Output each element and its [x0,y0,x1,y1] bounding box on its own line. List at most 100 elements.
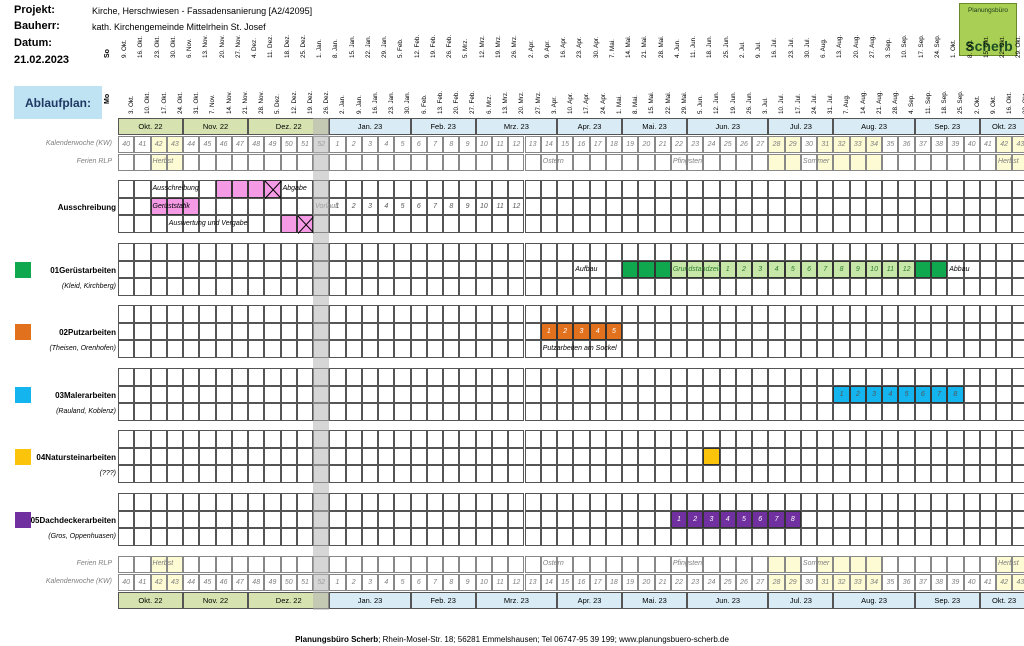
kw-cell: 45 [199,136,216,153]
grid-cell [784,180,801,198]
grid-cell [996,260,1013,278]
grid-cell [231,510,249,528]
grid-cell [589,243,606,261]
grid-cell [963,493,980,511]
monday-date: 3. Apr. [550,96,558,114]
bar-cell [589,322,606,340]
grid-cell [296,305,314,323]
kw-cell: 15 [557,136,574,153]
section-annotation: Grundstandzeit [672,265,721,273]
grid-cell [540,403,557,421]
grid-cell [394,493,411,511]
grid-cell [508,403,525,421]
grid-cell [849,340,866,358]
grid-cell [898,510,915,528]
sunday-date: 20. Aug. [852,34,860,58]
grid-cell [394,278,411,296]
grid-cell [361,368,379,386]
grid-cell [296,260,314,278]
grid-cell [947,340,964,358]
grid-cell [248,260,265,278]
kw-number: 26 [740,141,748,148]
grid-cell [687,465,704,483]
kw-number: 4 [384,579,389,586]
sunday-date: 28. Mai. [657,35,665,58]
grid-cell [638,385,655,403]
sunday-date: 15. Okt. [982,35,990,58]
grid-cell [996,322,1013,340]
sunday-date: 23. Jul. [787,37,795,58]
phase-number: 12 [512,202,521,210]
kw-number: 14 [544,579,553,586]
grid-cell [459,510,476,528]
grid-cell [410,197,427,215]
phase-number: 2 [693,515,698,523]
grid-cell [394,215,411,233]
grid-cell [231,528,249,546]
grid-cell [215,528,232,546]
grid-cell [784,278,801,296]
grid-cell [914,368,931,386]
grid-cell [622,215,639,233]
bar-cell [849,385,866,403]
month-label: Feb. 23 [430,596,456,605]
kw-cell: 31 [817,574,834,591]
grid-cell [979,368,997,386]
grid-cell [589,278,606,296]
grid-cell [183,403,200,421]
grid-cell [882,197,899,215]
grid-cell [605,305,623,323]
grid-cell [150,528,167,546]
kw-number: 27 [756,141,765,148]
grid-cell [833,215,850,233]
grid-cell [345,243,362,261]
grid-cell [118,322,135,340]
kw-cell: 33 [849,136,866,153]
grid-cell [703,278,720,296]
bauherr-label: Bauherr: [14,20,60,32]
grid-cell [589,305,606,323]
monday-date: 17. Jul. [794,93,802,114]
grid-cell [914,305,931,323]
holiday-label: Sommer [802,158,830,165]
kw-number: 32 [837,579,846,586]
grid-cell [622,368,639,386]
month-cell: Jan. 23 [329,118,411,135]
kw-number: 17 [593,579,602,586]
grid-cell [118,243,135,261]
grid-cell [654,243,671,261]
ferien-cell [865,154,883,171]
kalenderwoche-label: Kalenderwoche (KW) [45,578,112,585]
monday-date: 5. Jun. [697,95,705,114]
grid-cell [280,243,297,261]
grid-cell [703,305,720,323]
sunday-date: 4. Dez. [251,38,259,58]
grid-cell [426,430,444,448]
grid-cell [183,260,200,278]
grid-cell [931,528,948,546]
grid-cell [248,403,265,421]
grid-cell [719,385,736,403]
sunday-date: 24. Sep. [934,34,941,58]
sunday-date: 16. Apr. [560,36,568,58]
grid-cell [768,403,785,421]
grid-cell [459,528,476,546]
monday-date: 20. Mrz. [518,91,526,114]
monday-date: 23. Jan. [388,91,396,114]
grid-cell [979,215,997,233]
ferien-cell [931,556,948,573]
grid-cell [735,368,753,386]
grid-cell [622,278,639,296]
grid-cell [784,528,801,546]
kw-number: 33 [853,141,862,148]
monday-date: 7. Nov. [209,94,217,114]
grid-cell [898,197,915,215]
grid-cell [914,447,931,465]
grid-cell [996,447,1013,465]
grid-cell [670,528,688,546]
grid-cell [248,510,265,528]
bar-cell [849,260,866,278]
kw-number: 9 [465,141,470,148]
phase-number: 3 [872,390,877,398]
grid-cell [1012,403,1024,421]
